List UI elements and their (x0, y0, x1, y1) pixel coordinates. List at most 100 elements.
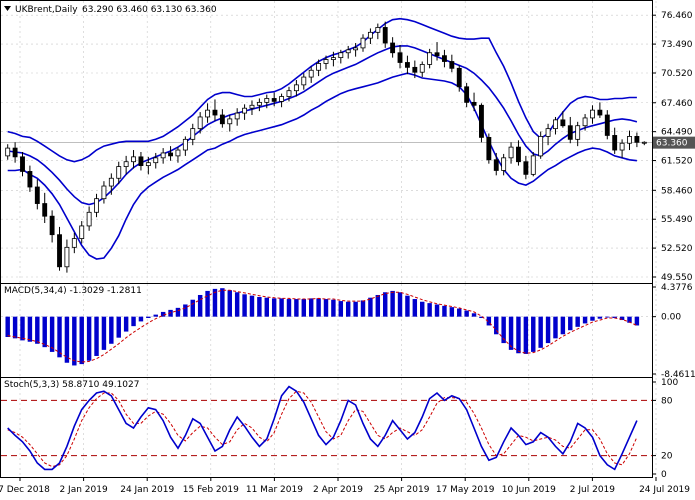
candle-body-down (212, 109, 218, 116)
candle-body-up (131, 156, 136, 163)
candle (49, 210, 55, 243)
y-tick-label: 4.3776 (661, 283, 693, 293)
candle-body-down (516, 146, 521, 163)
candle (249, 100, 255, 116)
candle (545, 123, 551, 146)
bollinger-upper-line (7, 17, 637, 163)
candle-body-down (442, 55, 447, 62)
macd-bar (619, 316, 625, 321)
macd-bar (323, 299, 329, 317)
macd-bar (390, 290, 395, 317)
candle (390, 37, 396, 58)
macd-bar (175, 307, 181, 317)
candle (434, 42, 440, 61)
macd-bar (242, 294, 247, 317)
macd-bar (612, 316, 617, 319)
candle (397, 44, 403, 69)
candle (627, 130, 632, 151)
y-tick-label: 80 (661, 396, 673, 406)
candle-body-up (545, 128, 551, 137)
candle-body-up (293, 84, 299, 92)
candle-body-up (301, 76, 307, 86)
candle (101, 181, 107, 204)
candle (641, 141, 647, 146)
candle-body-up (116, 166, 122, 179)
candle-body-up (264, 98, 270, 103)
macd-bar (338, 301, 344, 317)
macd-bar (160, 311, 166, 317)
candle-body-down (382, 27, 388, 44)
macd-bar (434, 304, 440, 317)
macd-bar (605, 316, 610, 318)
price-panel (0, 0, 653, 284)
candle (619, 139, 625, 158)
candle (175, 147, 181, 163)
macd-bar (116, 316, 121, 338)
macd-bar (271, 298, 277, 317)
candle-body-up (242, 107, 248, 114)
candle (412, 60, 418, 79)
candle-body-up (108, 177, 114, 187)
macd-bar (183, 304, 188, 317)
macd-bar (301, 299, 307, 317)
candle-body-up (71, 238, 77, 248)
candle (427, 48, 433, 69)
candle (567, 116, 573, 144)
candle-body-up (353, 47, 359, 51)
candle (5, 144, 11, 160)
macd-bar (471, 313, 477, 317)
candle (353, 43, 359, 57)
macd-bar (109, 316, 114, 344)
y-tick-label: 67.460 (661, 99, 693, 109)
candle (64, 239, 70, 273)
candle-body-down (471, 101, 477, 106)
candle (330, 51, 336, 67)
macd-bar (590, 316, 595, 321)
candle (256, 98, 262, 112)
candle (590, 105, 595, 124)
macd-bar (286, 299, 292, 317)
candle (27, 165, 33, 192)
candle-body-down (604, 114, 610, 136)
candle-body-up (5, 147, 11, 157)
candle-body-down (57, 234, 62, 268)
candle (323, 55, 329, 70)
candle (404, 55, 410, 75)
candle-body-up (256, 101, 262, 106)
macd-bar (49, 316, 55, 352)
y-tick-label: -8.4611 (661, 370, 695, 380)
candle (219, 109, 225, 128)
y-tick-label: 70.520 (661, 69, 693, 79)
macd-bar (5, 316, 10, 337)
candle-body-up (641, 141, 647, 144)
candle-body-down (634, 136, 640, 143)
candle (375, 23, 381, 40)
triangle-down-icon[interactable] (4, 6, 11, 11)
candle (553, 116, 558, 135)
symbol-label: UKBrent,Daily (15, 5, 78, 15)
candle-body-up (190, 128, 196, 140)
macd-bar (57, 316, 62, 358)
candle-body-down (560, 119, 566, 127)
macd-bar (257, 297, 262, 317)
macd-bar (168, 309, 173, 317)
candle (508, 142, 514, 164)
stoch-panel (0, 377, 653, 478)
candle-body-up (249, 104, 255, 109)
macd-bar (264, 297, 270, 317)
stoch-k-line (7, 385, 638, 471)
candle-body-up (575, 125, 581, 140)
candle-body-up (338, 52, 344, 59)
candle (449, 54, 455, 73)
macd-bar (12, 316, 18, 339)
candle (279, 93, 285, 108)
macd-bar (420, 301, 425, 317)
macd-bar (294, 299, 299, 317)
candle-body-up (427, 52, 433, 65)
candle-body-up (145, 162, 151, 167)
candle (108, 173, 114, 195)
candle-body-up (508, 146, 514, 159)
x-tick-label: 2 Apr 2019 (313, 485, 363, 495)
candle (34, 179, 40, 210)
candle (94, 193, 99, 218)
